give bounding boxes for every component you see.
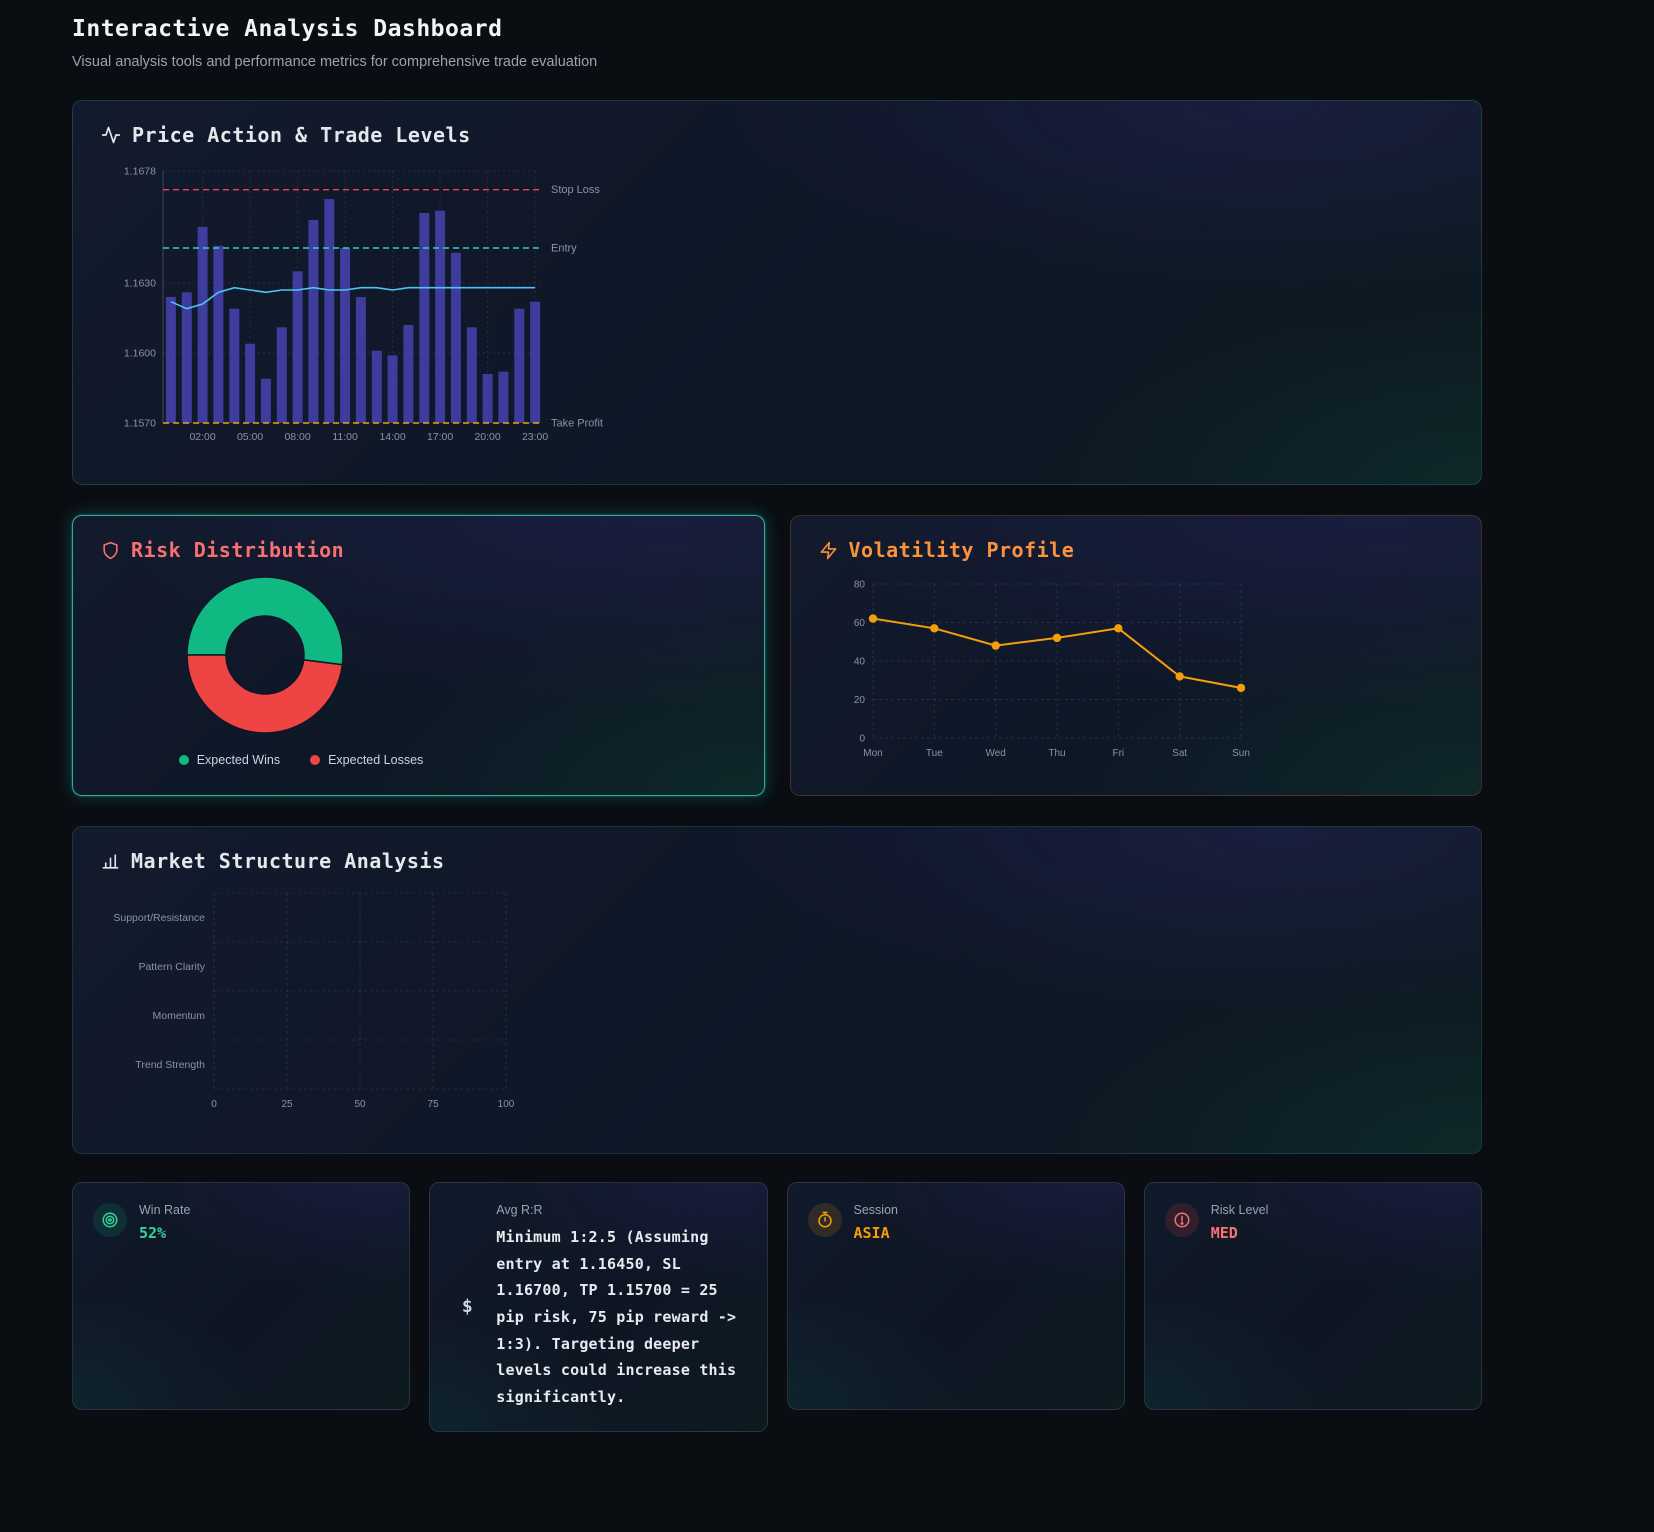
legend-dot-wins (178, 755, 189, 765)
svg-text:02:00: 02:00 (189, 431, 215, 443)
panel-title-text: Risk Distribution (131, 538, 345, 562)
shield-icon (101, 541, 120, 560)
alert-circle-icon (1164, 1203, 1199, 1237)
volatility-panel-title: Volatility Profile (819, 538, 1454, 562)
dashboard-page: Interactive Analysis Dashboard Visual an… (72, 16, 1482, 1532)
panel-volatility-profile: Volatility Profile 0 20 40 60 80 Mon Tue Wed Thu… (789, 515, 1482, 796)
svg-text:20: 20 (853, 695, 865, 706)
svg-text:11:00: 11:00 (332, 431, 358, 443)
stat-content: Avg R:R Minimum 1:2.5 (Assuming entry at… (496, 1203, 746, 1411)
panel-market-structure: Market Structure Analysis 0 25 50 75 100 Supp… (72, 826, 1482, 1154)
stopwatch-icon (807, 1203, 842, 1237)
stat-value: 52% (139, 1224, 167, 1242)
market-panel-title: Market Structure Analysis (101, 849, 1453, 873)
svg-text:25: 25 (281, 1099, 293, 1110)
svg-text:1.1600: 1.1600 (124, 348, 156, 360)
panel-price-action: Price Action & Trade Levels 1.1570 1.1600… (72, 100, 1482, 485)
page-title: Interactive Analysis Dashboard (72, 16, 503, 42)
svg-text:Sun: Sun (1232, 748, 1250, 759)
lightning-icon (819, 541, 838, 560)
panel-title-text: Volatility Profile (848, 538, 1075, 562)
stat-label: Session (853, 1203, 898, 1217)
svg-text:1.1570: 1.1570 (124, 418, 156, 430)
svg-text:Pattern Clarity: Pattern Clarity (138, 961, 205, 973)
svg-text:Mon: Mon (863, 748, 882, 759)
stat-value: ASIA (853, 1224, 890, 1242)
risk-donut-chart (101, 570, 501, 745)
svg-text:23:00: 23:00 (522, 431, 548, 443)
stat-row: Win Rate 52% (93, 1203, 389, 1242)
market-structure-chart: 0 25 50 75 100 Support/Resistance Pattern Clar… (102, 883, 1453, 1128)
price-action-panel-title: Price Action & Trade Levels (101, 123, 1453, 147)
stat-card-avg-rr: $ Avg R:R Minimum 1:2.5 (Assuming entry … (429, 1182, 768, 1432)
svg-text:Support/Resistance: Support/Resistance (113, 912, 205, 924)
stats-row: Win Rate 52% $ Avg R:R Minimum 1:2.5 (As… (72, 1182, 1482, 1432)
svg-text:1.1678: 1.1678 (124, 166, 156, 178)
svg-text:Entry: Entry (551, 243, 577, 255)
svg-text:Fri: Fri (1112, 748, 1124, 759)
stat-content: Win Rate 52% (139, 1203, 190, 1242)
svg-text:Tue: Tue (925, 748, 942, 759)
stat-card-risk-level: Risk Level MED (1143, 1182, 1482, 1410)
svg-text:Thu: Thu (1048, 748, 1065, 759)
target-icon (93, 1203, 127, 1237)
legend-dot-losses (310, 755, 321, 765)
svg-text:08:00: 08:00 (284, 431, 310, 443)
svg-text:Trend Strength: Trend Strength (135, 1059, 205, 1071)
legend-label: Expected Losses (328, 753, 424, 767)
panel-risk-distribution: Risk Distribution Expected Wins Expected… (72, 515, 765, 796)
activity-icon (101, 125, 121, 145)
risk-panel-title: Risk Distribution (101, 538, 736, 562)
svg-text:80: 80 (853, 580, 865, 591)
svg-text:50: 50 (354, 1099, 366, 1110)
volatility-chart: 0 20 40 60 80 Mon Tue Wed Thu Fri Sat Sun (835, 572, 1454, 773)
panel-title-text: Market Structure Analysis (131, 849, 445, 873)
middle-panels-row: Risk Distribution Expected Wins Expected… (72, 515, 1482, 796)
svg-text:14:00: 14:00 (379, 431, 405, 443)
stat-row: $ Avg R:R Minimum 1:2.5 (Assuming entry … (450, 1203, 746, 1411)
svg-text:40: 40 (853, 657, 865, 668)
stat-label: Win Rate (139, 1203, 191, 1217)
stat-row: Session ASIA (807, 1203, 1104, 1242)
panel-title-text: Price Action & Trade Levels (132, 123, 471, 147)
bar-chart-icon (101, 852, 120, 871)
dollar-icon: $ (461, 1296, 473, 1318)
legend-item-expected-wins: Expected Wins (178, 753, 281, 767)
svg-text:Sat: Sat (1172, 748, 1187, 759)
stat-card-win-rate: Win Rate 52% (72, 1182, 411, 1410)
svg-text:1.1630: 1.1630 (124, 278, 156, 290)
stat-label: Avg R:R (496, 1203, 543, 1217)
svg-text:100: 100 (498, 1099, 515, 1110)
svg-text:Take Profit: Take Profit (551, 418, 603, 430)
svg-text:05:00: 05:00 (237, 431, 263, 443)
stat-label: Risk Level (1210, 1203, 1269, 1217)
svg-text:17:00: 17:00 (427, 431, 453, 443)
stat-content: Risk Level MED (1211, 1203, 1269, 1242)
risk-legend: Expected Wins Expected Losses (101, 753, 501, 767)
page-header: Interactive Analysis Dashboard Visual an… (72, 16, 1482, 70)
stat-value: Minimum 1:2.5 (Assuming entry at 1.16450… (496, 1228, 737, 1407)
svg-text:60: 60 (853, 618, 865, 629)
stat-content: Session ASIA (854, 1203, 898, 1242)
svg-text:0: 0 (859, 734, 865, 745)
svg-text:Momentum: Momentum (152, 1010, 205, 1022)
legend-label: Expected Wins (196, 753, 281, 767)
svg-text:Wed: Wed (985, 748, 1005, 759)
stat-card-session: Session ASIA (786, 1182, 1125, 1410)
legend-item-expected-losses: Expected Losses (310, 753, 423, 767)
price-action-chart: 1.1570 1.1600 1.1630 1.1678 02:00 05:00 08:00 1… (101, 157, 1453, 462)
svg-text:75: 75 (427, 1099, 439, 1110)
svg-text:20:00: 20:00 (474, 431, 500, 443)
page-subtitle: Visual analysis tools and performance me… (72, 54, 598, 70)
svg-text:Stop Loss: Stop Loss (551, 184, 600, 196)
svg-text:0: 0 (211, 1099, 217, 1110)
stat-value: MED (1210, 1224, 1238, 1242)
stat-row: Risk Level MED (1164, 1203, 1461, 1242)
